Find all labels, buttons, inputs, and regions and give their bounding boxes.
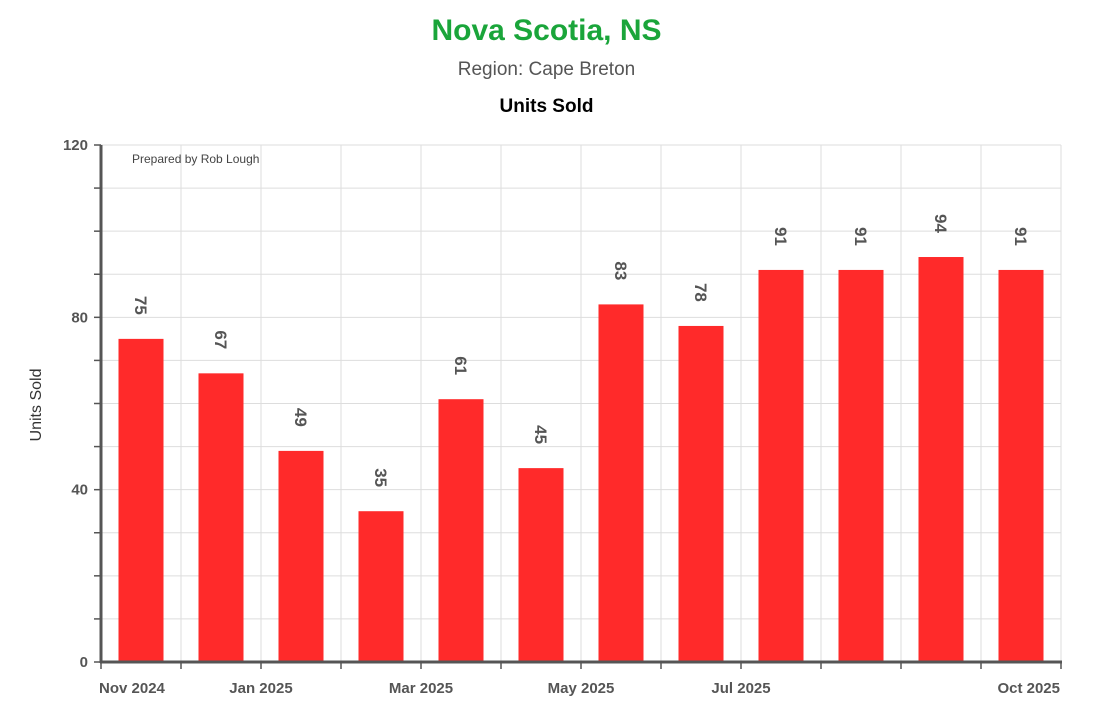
data-label: 35 <box>371 468 390 487</box>
bar <box>198 373 244 662</box>
bar <box>358 511 404 662</box>
x-tick-label: Jul 2025 <box>711 680 770 697</box>
data-label: 83 <box>611 261 630 280</box>
grid-lines <box>101 144 1062 663</box>
y-tick-label: 80 <box>71 309 88 326</box>
bar <box>598 304 644 662</box>
bar <box>118 338 164 662</box>
bar <box>278 450 324 662</box>
data-label: 45 <box>531 425 550 444</box>
bar <box>918 257 964 662</box>
x-tick-label: Oct 2025 <box>997 680 1060 697</box>
data-label: 78 <box>691 283 710 302</box>
x-tick-label: Jan 2025 <box>229 680 292 697</box>
bar <box>518 468 564 662</box>
x-tick-label: Mar 2025 <box>389 680 453 697</box>
data-label: 91 <box>851 227 870 246</box>
chart-title: Nova Scotia, NS <box>431 14 662 47</box>
data-label: 91 <box>1011 227 1030 246</box>
bars <box>118 257 1044 662</box>
data-label: 67 <box>211 330 230 349</box>
x-tick-label: May 2025 <box>548 680 615 697</box>
data-label: 94 <box>931 214 950 233</box>
bar <box>838 269 884 662</box>
data-labels: 75 67 49 35 61 45 83 78 91 91 94 91 <box>131 214 1030 487</box>
data-label: 75 <box>131 296 150 315</box>
bar <box>758 269 804 662</box>
bar <box>678 325 724 662</box>
axes: 0 40 80 120 Nov 2024 Jan 2025 Mar 2025 May 2025… <box>63 137 1062 697</box>
data-label: 61 <box>451 356 470 375</box>
data-label: 49 <box>291 408 310 427</box>
bar <box>998 269 1044 662</box>
credit-text: Prepared by Rob Lough <box>132 152 259 166</box>
x-tick-label: Nov 2024 <box>99 680 166 697</box>
y-tick-label: 0 <box>80 654 88 671</box>
y-axis-label: Units Sold <box>28 369 45 442</box>
data-label: 91 <box>771 227 790 246</box>
chart-subtitle: Region: Cape Breton <box>457 59 636 80</box>
y-tick-label: 120 <box>63 137 88 154</box>
bar <box>438 399 484 662</box>
metric-heading: Units Sold <box>499 96 594 117</box>
y-tick-label: 40 <box>71 482 88 499</box>
